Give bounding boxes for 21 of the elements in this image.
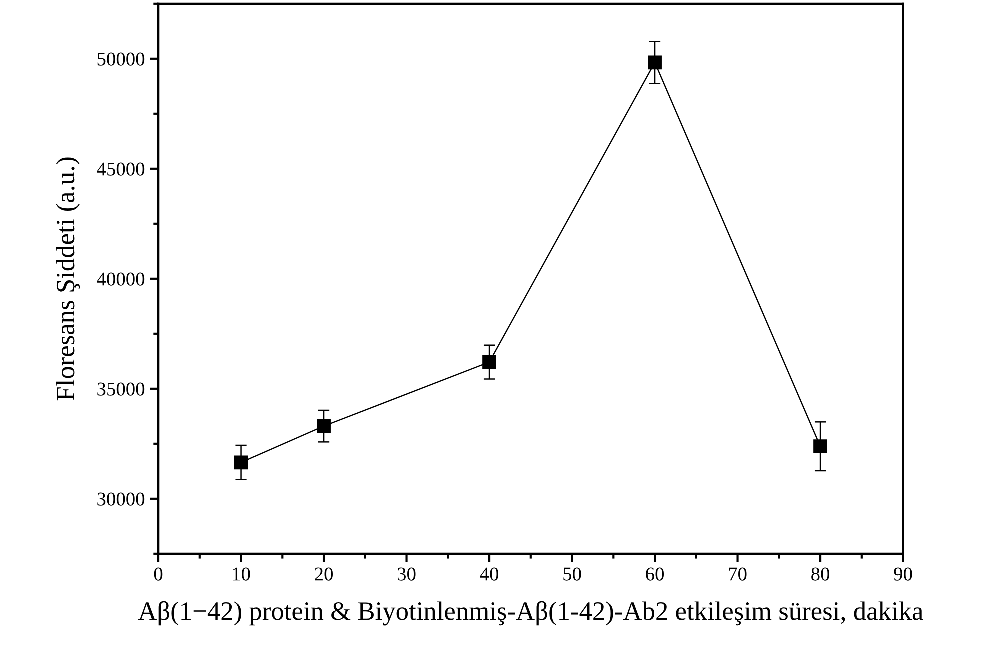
y-tick-label: 30000 bbox=[98, 492, 145, 506]
x-tick-label: 0 bbox=[154, 568, 163, 581]
x-tick-label: 40 bbox=[480, 568, 499, 581]
x-tick-label: 80 bbox=[812, 568, 830, 581]
y-tick-label: 45000 bbox=[97, 162, 145, 176]
x-tick-label: 50 bbox=[564, 568, 582, 581]
y-tick-label: 35000 bbox=[98, 382, 145, 396]
x-tick-label: 30 bbox=[398, 568, 416, 581]
y-tick-label: 40000 bbox=[97, 272, 145, 286]
x-axis-title: Aβ(1−42) protein & Biyotinlenmiş-Aβ(1-42)-Ab2 etkileşim süresi, dakika bbox=[138, 601, 924, 626]
y-axis-title: Floresans Şiddeti (a.u.) bbox=[56, 158, 80, 401]
y-tick-label: 50000 bbox=[98, 52, 145, 66]
x-tick-label: 20 bbox=[315, 568, 334, 581]
x-tick-label: 60 bbox=[646, 568, 664, 581]
point bbox=[648, 56, 662, 70]
point bbox=[482, 355, 496, 370]
x-tick-label: 70 bbox=[729, 568, 747, 581]
point bbox=[814, 440, 828, 454]
x-tick-label: 10 bbox=[233, 568, 250, 581]
point bbox=[317, 419, 331, 434]
x-tick-label: 90 bbox=[894, 568, 912, 581]
